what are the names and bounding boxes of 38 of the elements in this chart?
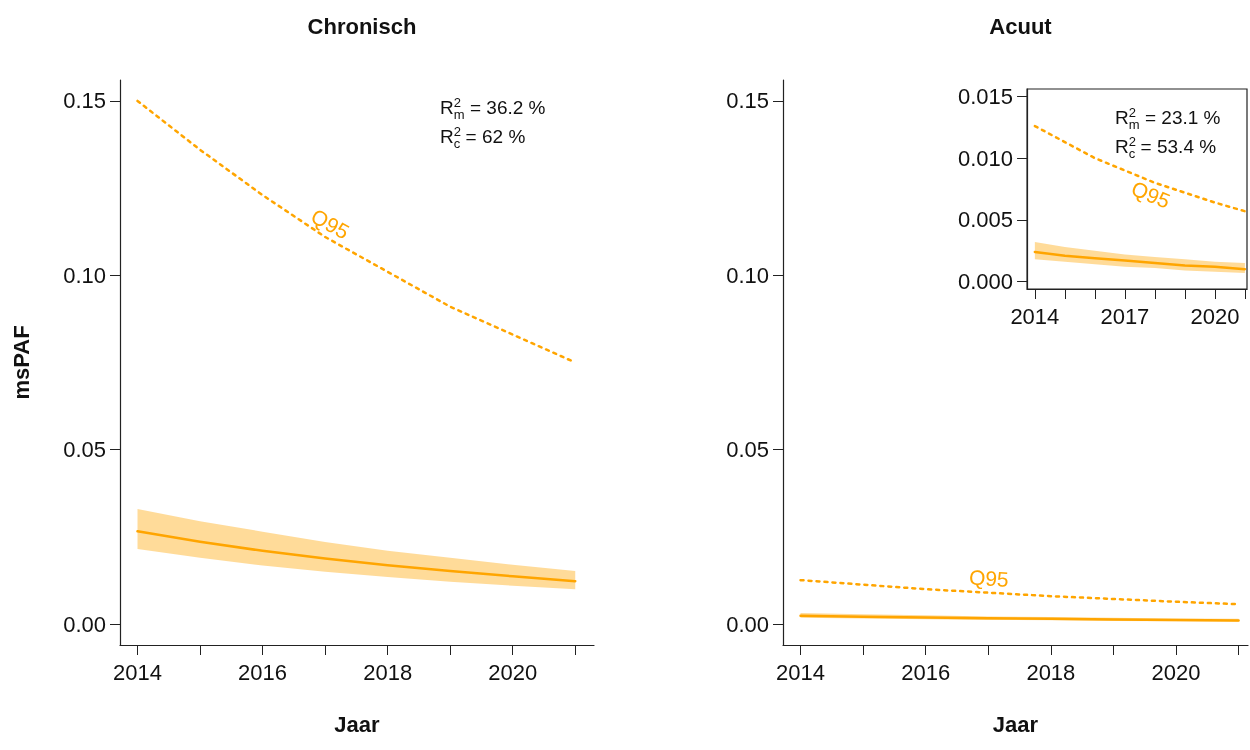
chart-title: Chronisch: [307, 13, 417, 39]
y-tick-label: 0.15: [63, 88, 106, 114]
x-tick-label: 2017: [1100, 303, 1150, 329]
y-tick-label: 0.000: [957, 269, 1014, 295]
x-tick-label: 2020: [1190, 303, 1240, 329]
y-tick-label: 0.05: [63, 437, 106, 463]
y-tick-label: 0.00: [726, 611, 769, 637]
y-tick-label: 0.15: [726, 88, 769, 114]
x-tick-label: 2018: [1026, 659, 1076, 685]
y-tick-label: 0.015: [957, 83, 1014, 109]
text: Q95: [1128, 176, 1174, 213]
line-series: [1033, 250, 1247, 271]
y-tick-label: 0.10: [63, 262, 106, 288]
annotation: R$^{2}$$_{m}$ = 36.2 %: [440, 95, 546, 125]
x-tick-label: 2020: [1151, 659, 1201, 685]
text: Q95: [307, 204, 354, 244]
y-tick-label: 0.005: [957, 207, 1014, 233]
y-tick-label: 0.00: [63, 611, 106, 637]
x-tick-label: 2016: [901, 659, 951, 685]
x-tick-label: 2016: [238, 659, 288, 685]
x-tick-label: 2018: [363, 659, 413, 685]
y-tick-label: 0.10: [726, 262, 769, 288]
x-axis-title: Jaar: [992, 711, 1039, 737]
line-series: [1033, 124, 1247, 213]
line-series: [136, 530, 577, 583]
y-tick-label: 0.010: [957, 145, 1014, 171]
y-axis-title: msPAF: [8, 325, 34, 400]
x-tick-label: 2020: [488, 659, 538, 685]
x-axis-title: Jaar: [334, 711, 381, 737]
annotation: R$^{2}$$_{m}$ = 23.1 %: [1115, 105, 1221, 135]
annotation: R$^{2}$$_{c}$ = 53.4 %: [1115, 134, 1218, 164]
annotation: R$^{2}$$_{c}$ = 62 %: [440, 124, 527, 154]
x-tick-label: 2014: [113, 659, 162, 685]
x-tick-label: 2014: [1010, 303, 1060, 329]
series-label: Q95: [968, 565, 1010, 591]
chart-title: Acuut: [989, 13, 1053, 39]
y-tick-label: 0.05: [726, 437, 769, 463]
x-tick-label: 2014: [776, 659, 825, 685]
